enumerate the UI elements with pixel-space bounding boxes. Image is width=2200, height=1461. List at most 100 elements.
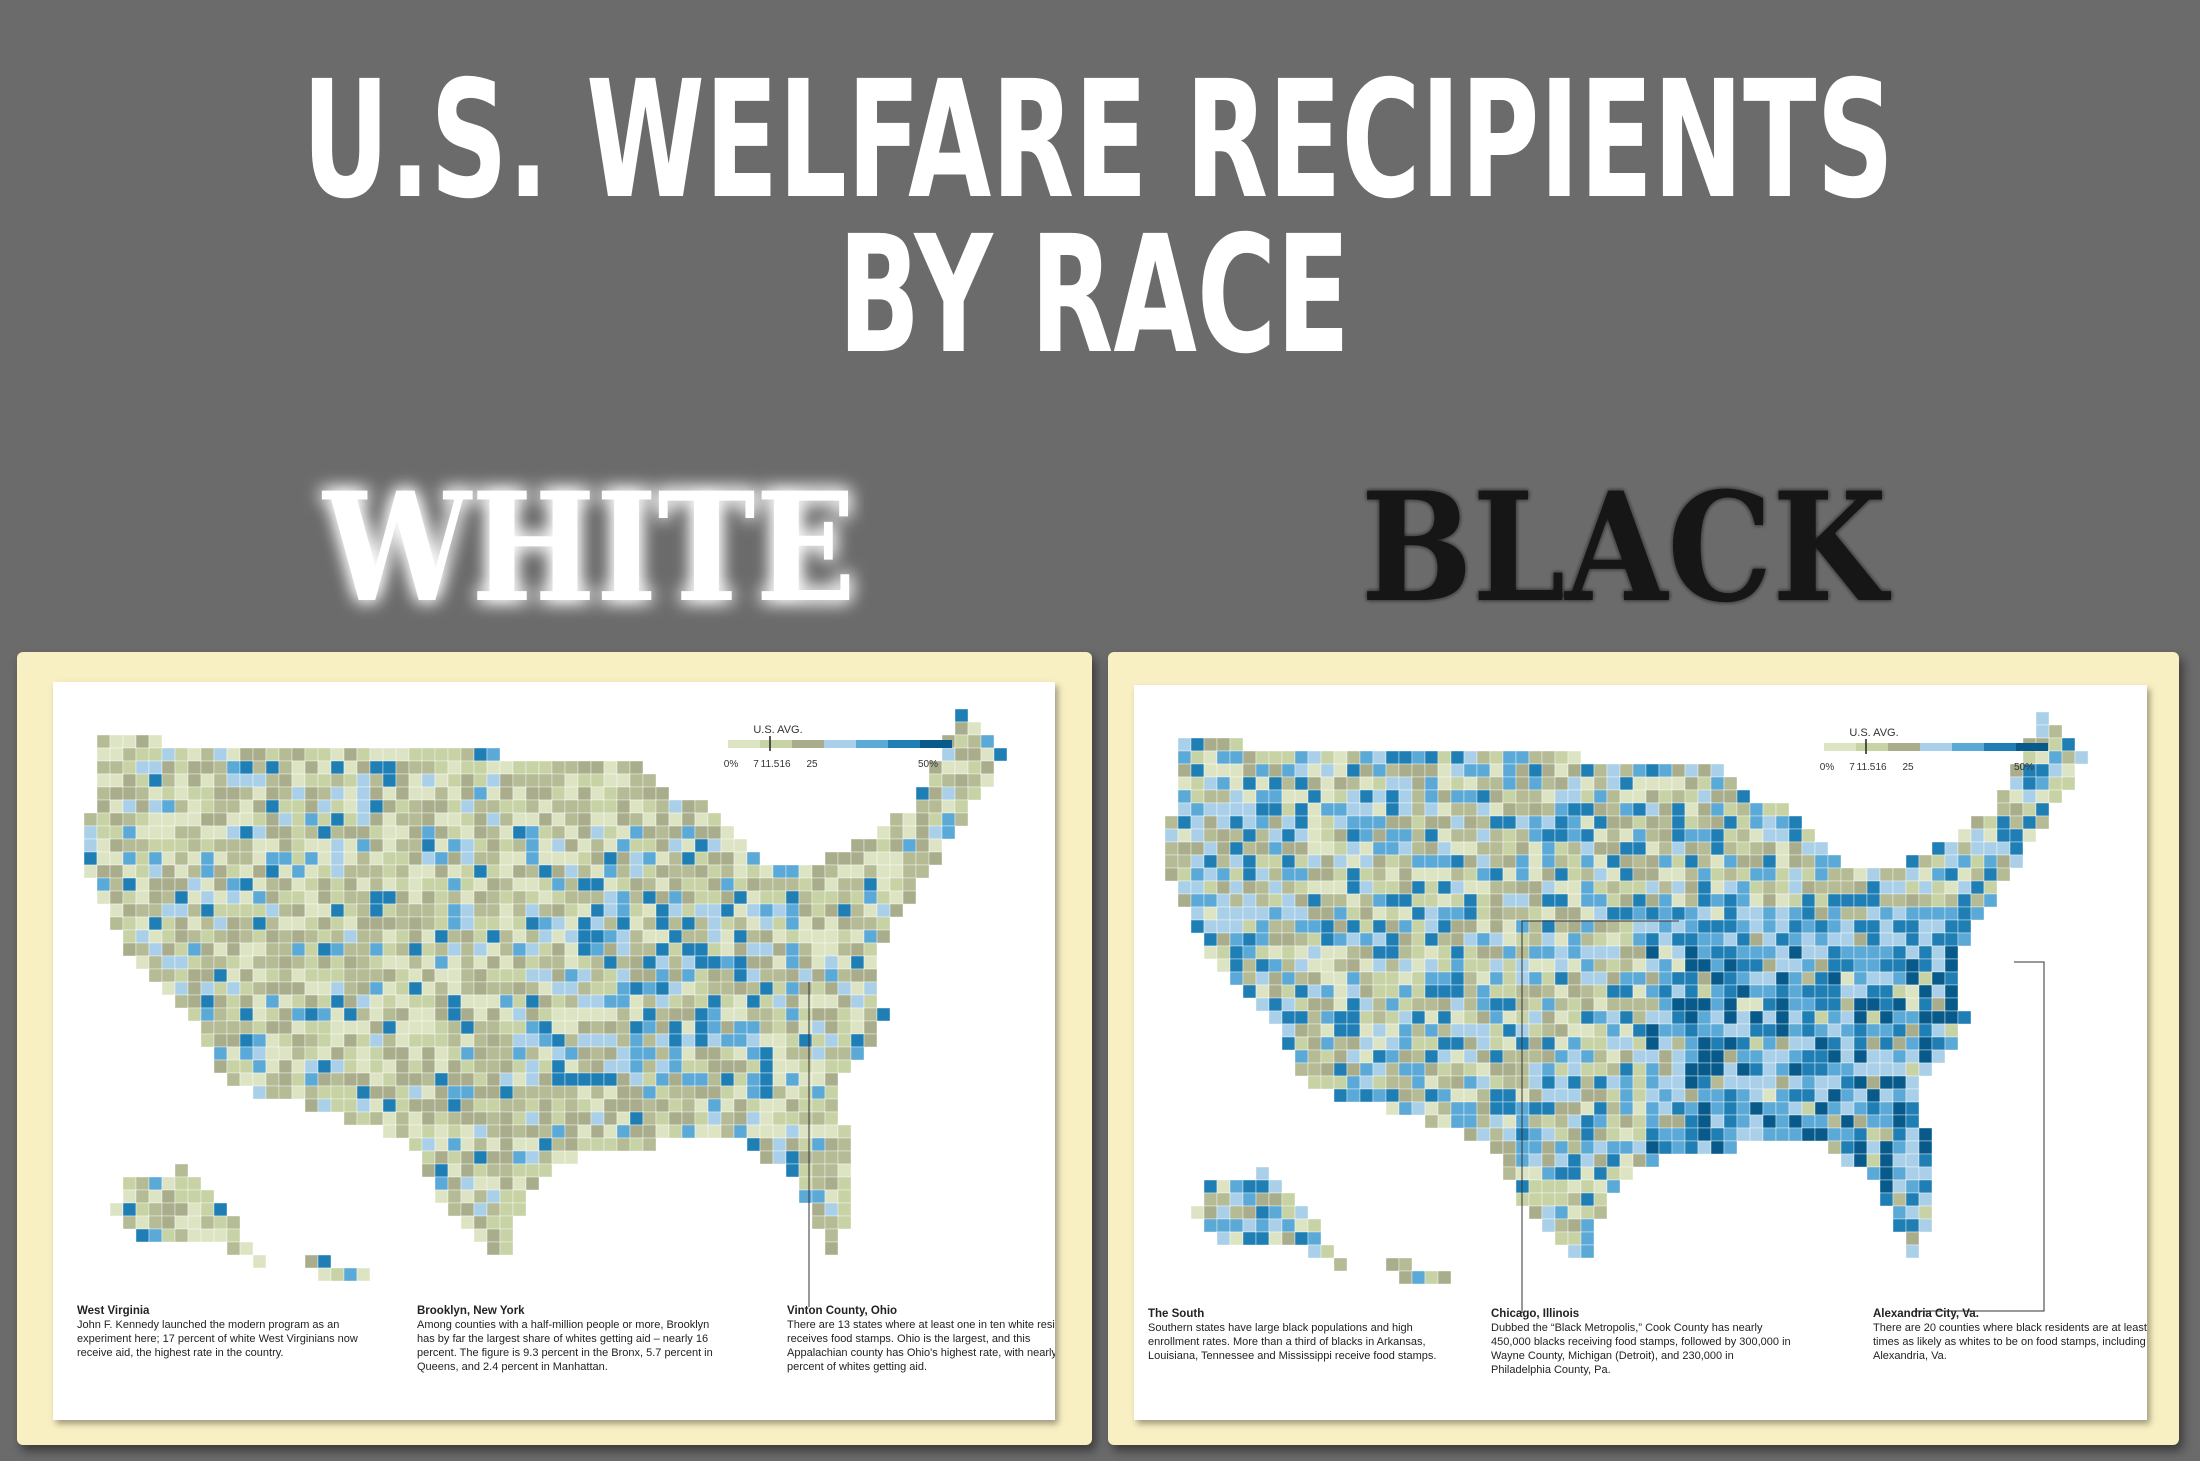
map-region: [1502, 1036, 1517, 1051]
map-region: [291, 786, 306, 801]
map-region: [1645, 919, 1660, 934]
map-region: [1931, 906, 1946, 921]
map-region: [1541, 1023, 1556, 1038]
map-region: [1879, 1062, 1894, 1077]
map-region: [603, 1137, 618, 1152]
map-region: [733, 1033, 748, 1048]
map-region: [590, 994, 605, 1009]
map-region: [525, 916, 540, 931]
map-region: [616, 773, 631, 788]
map-region: [2022, 789, 2037, 804]
map-region: [343, 1085, 358, 1100]
panel-frame: U.S. AVG. 0% 7 11.5 16 25 50% West Virginia John…: [17, 652, 1092, 1445]
map-region: [1736, 1036, 1751, 1051]
map-region: [1736, 945, 1751, 960]
map-region: [213, 838, 228, 853]
map-region: [421, 1085, 436, 1100]
map-region: [1242, 854, 1257, 869]
map-region: [759, 929, 774, 944]
map-region: [1918, 854, 1933, 869]
map-region: [499, 981, 514, 996]
map-region: [1814, 1114, 1829, 1129]
map-region: [590, 1137, 605, 1152]
map-region: [1905, 1192, 1920, 1207]
map-region: [1905, 1205, 1920, 1220]
map-region: [1424, 1114, 1439, 1129]
map-region: [590, 786, 605, 801]
map-region: [1307, 1036, 1322, 1051]
map-region: [148, 838, 163, 853]
map-region: [1606, 1049, 1621, 1064]
map-region: [1710, 867, 1725, 882]
map-region: [1606, 932, 1621, 947]
map-region: [1190, 880, 1205, 895]
map-region: [681, 1007, 696, 1022]
map-region: [1320, 854, 1335, 869]
map-region: [1619, 841, 1634, 856]
map-region: [1502, 958, 1517, 973]
map-region: [759, 994, 774, 1009]
map-region: [1814, 984, 1829, 999]
map-region: [564, 916, 579, 931]
map-region: [291, 994, 306, 1009]
map-region: [473, 825, 488, 840]
map-region: [395, 851, 410, 866]
map-region: [707, 1020, 722, 1035]
map-region: [941, 812, 956, 827]
map-region: [1437, 1270, 1452, 1285]
map-region: [174, 786, 189, 801]
map-region: [1749, 932, 1764, 947]
map-region: [1606, 997, 1621, 1012]
map-region: [525, 864, 540, 879]
map-region: [1723, 802, 1738, 817]
map-region: [499, 877, 514, 892]
map-region: [239, 1241, 254, 1256]
map-region: [1281, 880, 1296, 895]
map-region: [1528, 763, 1543, 778]
map-region: [538, 890, 553, 905]
map-region: [668, 968, 683, 983]
map-region: [226, 1228, 241, 1243]
map-region: [538, 799, 553, 814]
map-region: [1918, 867, 1933, 882]
map-region: [1242, 984, 1257, 999]
map-region: [1723, 1062, 1738, 1077]
map-region: [1398, 815, 1413, 830]
map-region: [1983, 815, 1998, 830]
map-region: [1437, 1114, 1452, 1129]
map-region: [1450, 763, 1465, 778]
map-region: [1671, 802, 1686, 817]
map-region: [434, 812, 449, 827]
map-region: [1801, 1101, 1816, 1116]
map-region: [1918, 958, 1933, 973]
map-region: [109, 890, 124, 905]
map-region: [356, 1072, 371, 1087]
map-region: [720, 994, 735, 1009]
map-region: [343, 812, 358, 827]
map-region: [850, 981, 865, 996]
map-region: [369, 968, 384, 983]
map-region: [1840, 958, 1855, 973]
map-region: [1554, 932, 1569, 947]
map-region: [759, 955, 774, 970]
map-region: [551, 1072, 566, 1087]
map-region: [1359, 906, 1374, 921]
map-region: [1632, 984, 1647, 999]
map-region: [1788, 1062, 1803, 1077]
map-region: [798, 981, 813, 996]
map-region: [200, 955, 215, 970]
map-region: [1385, 945, 1400, 960]
map-region: [291, 942, 306, 957]
map-region: [148, 1202, 163, 1217]
map-region: [252, 1059, 267, 1074]
map-region: [1463, 971, 1478, 986]
map-region: [1450, 1062, 1465, 1077]
map-region: [1385, 763, 1400, 778]
map-region: [1593, 1153, 1608, 1168]
map-region: [1840, 984, 1855, 999]
map-region: [1957, 841, 1972, 856]
map-region: [213, 929, 228, 944]
map-region: [1827, 1023, 1842, 1038]
map-region: [447, 1124, 462, 1139]
map-region: [408, 1059, 423, 1074]
